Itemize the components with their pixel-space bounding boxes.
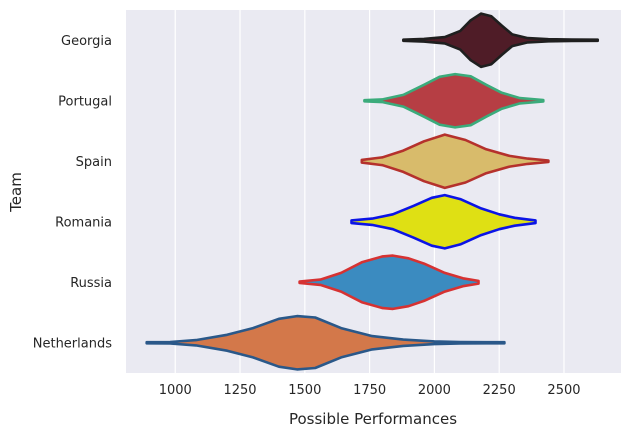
violin-portugal — [363, 72, 545, 129]
x-tick-label: 1250 — [223, 383, 256, 398]
plot-background — [126, 10, 621, 373]
x-tick-label: 1750 — [353, 383, 386, 398]
x-tick-label: 2500 — [547, 383, 580, 398]
x-axis-label: Possible Performances — [289, 410, 457, 428]
violin-russia — [298, 254, 480, 311]
x-tick-label: 1500 — [288, 383, 321, 398]
violin-spain — [360, 133, 550, 190]
y-axis-label: Team — [7, 172, 25, 213]
x-tick-label: 2000 — [418, 383, 451, 398]
y-tick-label-spain: Spain — [76, 155, 112, 170]
violin-netherlands — [145, 314, 506, 371]
violin-romania — [350, 193, 537, 250]
gridlines — [174, 10, 565, 373]
y-tick-label-portugal: Portugal — [58, 94, 112, 109]
violin-georgia — [402, 12, 599, 69]
y-tick-label-romania: Romania — [55, 215, 112, 230]
x-tick-labels: 1000 1250 1500 1750 2000 2250 2500 — [159, 383, 581, 398]
y-tick-label-netherlands: Netherlands — [33, 336, 112, 351]
y-tick-labels: Georgia Portugal Spain Romania Russia Netherl… — [33, 34, 112, 352]
x-tick-label: 2250 — [483, 383, 516, 398]
x-tick-label: 1000 — [159, 383, 192, 398]
violins — [145, 12, 599, 371]
y-tick-label-russia: Russia — [70, 276, 112, 291]
y-tick-label-georgia: Georgia — [61, 34, 112, 49]
